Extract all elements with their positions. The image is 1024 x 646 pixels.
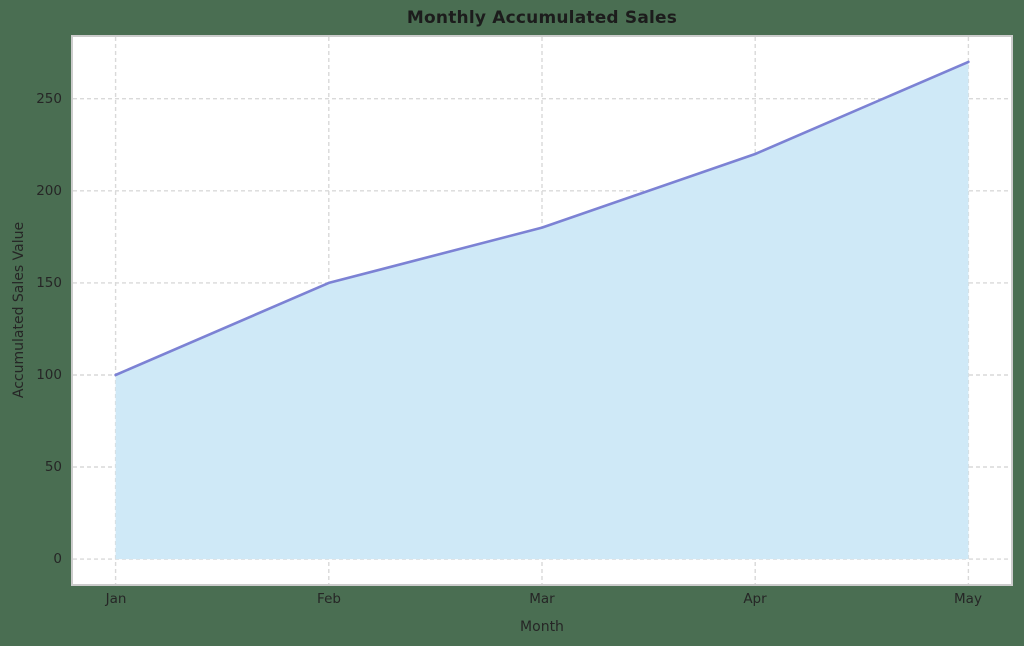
x-tick-label: May [954, 591, 982, 607]
y-tick-label: 50 [44, 459, 62, 475]
y-tick-label: 100 [36, 367, 62, 383]
y-tick-label: 0 [53, 551, 62, 567]
y-tick-label: 150 [36, 275, 62, 291]
x-tick-label: Mar [529, 591, 555, 607]
x-axis-label: Month [520, 619, 564, 635]
sales-line [114, 60, 970, 377]
chart-title: Monthly Accumulated Sales [406, 8, 678, 28]
x-tick-label: Jan [105, 591, 127, 607]
area-fill [115, 61, 969, 560]
y-tick-label: 200 [36, 183, 62, 199]
y-axis-label: Accumulated Sales Value [11, 221, 27, 399]
x-tick-label: Apr [743, 591, 767, 607]
x-tick-label: Feb [317, 591, 341, 607]
y-tick-label: 250 [36, 91, 62, 107]
plot-area [71, 35, 1013, 586]
area-chart-canvas [73, 37, 1011, 584]
